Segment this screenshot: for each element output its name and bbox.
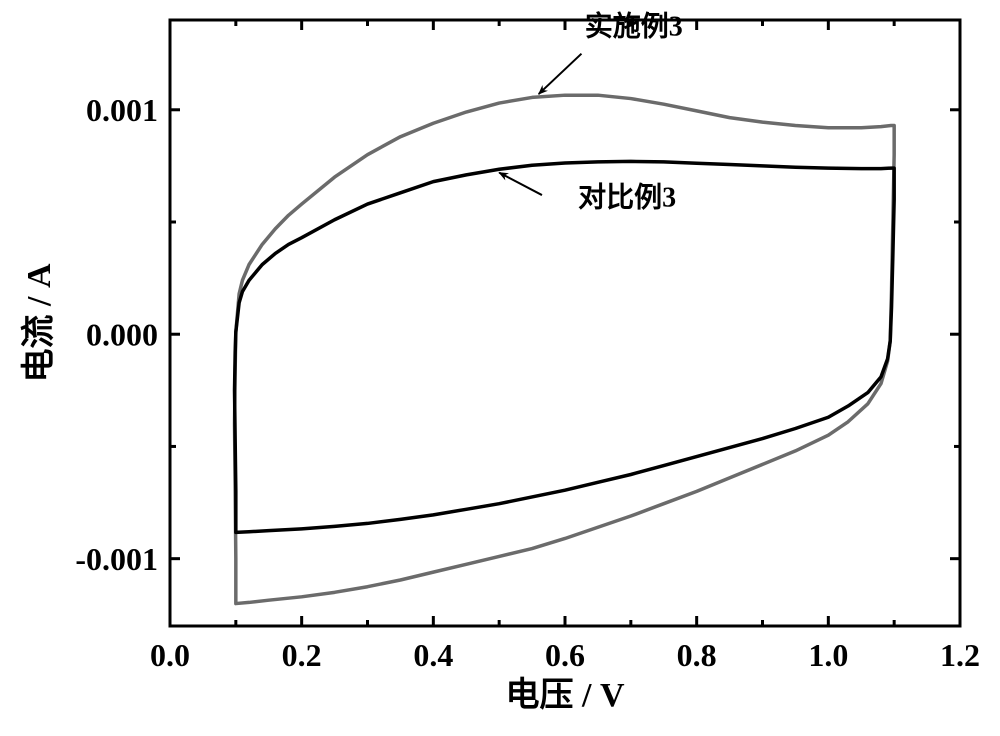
svg-text:电压 / V: 电压 / V	[506, 676, 625, 714]
svg-text:0.001: 0.001	[86, 92, 158, 128]
svg-text:0.0: 0.0	[150, 637, 190, 673]
svg-text:0.8: 0.8	[677, 637, 717, 673]
svg-text:0.6: 0.6	[545, 637, 585, 673]
svg-text:电流 / A: 电流 / A	[20, 263, 58, 382]
svg-text:实施例3: 实施例3	[585, 10, 683, 43]
svg-text:1.0: 1.0	[808, 637, 848, 673]
svg-text:0.000: 0.000	[86, 316, 158, 352]
svg-text:对比例3: 对比例3	[578, 181, 676, 213]
svg-text:-0.001: -0.001	[75, 541, 158, 577]
svg-text:0.2: 0.2	[282, 637, 322, 673]
chart-svg: 0.0 0.2 0.4 0.6 0.8 1.0 1.2 -0.001 0.000 0.001 电压 …	[0, 0, 1000, 736]
cv-chart: 0.0 0.2 0.4 0.6 0.8 1.0 1.2 -0.001 0.000 0.001 电压 …	[0, 0, 1000, 736]
svg-text:1.2: 1.2	[940, 637, 980, 673]
svg-text:0.4: 0.4	[413, 637, 453, 673]
